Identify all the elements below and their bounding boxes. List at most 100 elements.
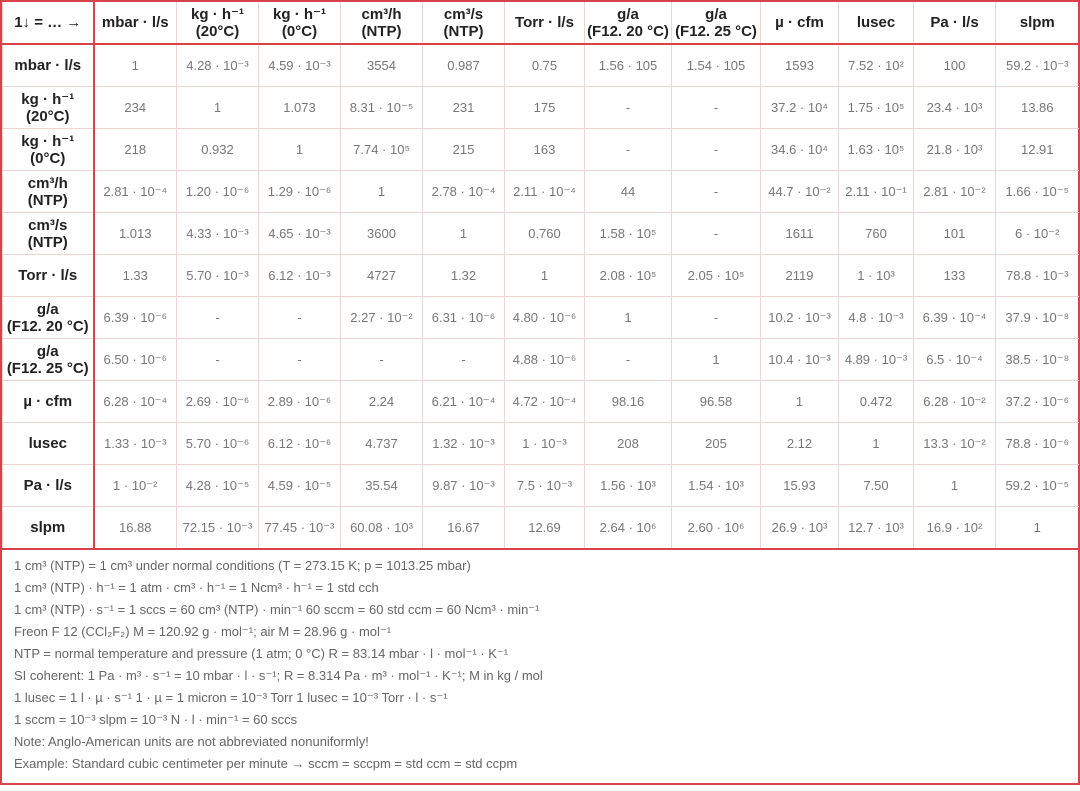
table-row: cm³/s (NTP) 1.013 4.33 · 10⁻³ 4.65 · 10⁻³ 36… — [2, 212, 1079, 255]
table-cell: - — [671, 296, 761, 339]
table-cell: - — [176, 338, 259, 381]
table-cell: 133 — [913, 254, 996, 297]
table-cell: 760 — [838, 212, 914, 255]
table-cell: 2.12 — [760, 422, 839, 465]
table-cell: 23.4 · 10³ — [913, 86, 996, 129]
table-cell: 1 — [504, 254, 585, 297]
table-cell: 78.8 · 10⁻⁶ — [995, 422, 1079, 465]
table-cell: 100 — [913, 44, 996, 87]
footnote-line: 1 cm³ (NTP) · h⁻¹ = 1 atm · cm³ · h⁻¹ = … — [14, 580, 379, 595]
table-row: cm³/h (NTP) 2.81 · 10⁻⁴ 1.20 · 10⁻⁶ 1.29 · … — [2, 170, 1079, 213]
table-cell: 6.12 · 10⁻⁶ — [258, 422, 341, 465]
table-cell: 6.12 · 10⁻³ — [258, 254, 341, 297]
table-cell: 1.32 — [422, 254, 505, 297]
table-row: g/a (F12. 25 °C) 6.50 · 10⁻⁶ - - - -4.88 · 10… — [2, 338, 1079, 381]
table-cell: 2.27 · 10⁻² — [340, 296, 423, 339]
footnote-line: Example: Standard cubic centimeter per m… — [14, 756, 518, 771]
table-cell: 4727 — [340, 254, 423, 297]
table-cell: 98.16 — [584, 380, 672, 423]
table-cell: 4.59 · 10⁻⁵ — [258, 464, 341, 507]
footnote-line: Note: Anglo-American units are not abbre… — [14, 734, 369, 749]
table-cell: 1611 — [760, 212, 839, 255]
table-cell: 6.28 · 10⁻² — [913, 380, 996, 423]
column-header: Torr · l/s — [504, 2, 585, 45]
table-cell: 12.69 — [504, 506, 585, 550]
table-cell: 59.2 · 10⁻³ — [995, 44, 1079, 87]
table-cell: 1.56 · 105 — [584, 44, 672, 87]
table-cell: 21.8 · 10³ — [913, 128, 996, 171]
table-cell: - — [258, 296, 341, 339]
table-cell: 7.5 · 10⁻³ — [504, 464, 585, 507]
table-cell: 6 · 10⁻² — [995, 212, 1079, 255]
column-header: cm³/s (NTP) — [422, 2, 505, 45]
table-cell: 34.6 · 10⁴ — [760, 128, 839, 171]
table-row: kg · h⁻¹ (0°C) 218 0.932 1 7.74 · 10⁵ 215 163-… — [2, 128, 1079, 171]
table-cell: 4.59 · 10⁻³ — [258, 44, 341, 87]
table-cell: 16.67 — [422, 506, 505, 550]
table-cell: 231 — [422, 86, 505, 129]
table-row: kg · h⁻¹ (20°C) 234 1 1.073 8.31 · 10⁻⁵ 231 17… — [2, 86, 1079, 129]
table-cell: 1.56 · 10³ — [584, 464, 672, 507]
table-cell: 1.32 · 10⁻³ — [422, 422, 505, 465]
column-header: slpm — [995, 2, 1079, 45]
table-cell: 13.3 · 10⁻² — [913, 422, 996, 465]
column-header: µ · cfm — [760, 2, 839, 45]
table-cell: 1 — [340, 170, 423, 213]
table-cell: 10.4 · 10⁻³ — [760, 338, 839, 381]
table-cell: 78.8 · 10⁻³ — [995, 254, 1079, 297]
table-cell: 0.987 — [422, 44, 505, 87]
table-cell: 2.11 · 10⁻¹ — [838, 170, 914, 213]
row-header: Torr · l/s — [2, 254, 95, 297]
table-cell: 2.60 · 10⁶ — [671, 506, 761, 550]
table-cell: - — [258, 338, 341, 381]
table-cell: 101 — [913, 212, 996, 255]
table-cell: 4.8 · 10⁻³ — [838, 296, 914, 339]
table-cell: - — [671, 128, 761, 171]
table-row: µ · cfm 6.28 · 10⁻⁴ 2.69 · 10⁻⁶ 2.89 · 10⁻⁶… — [2, 380, 1079, 423]
table-cell: 37.9 · 10⁻⁸ — [995, 296, 1079, 339]
table-cell: 1.63 · 10⁵ — [838, 128, 914, 171]
table-cell: 7.50 — [838, 464, 914, 507]
table-cell: 2.05 · 10⁵ — [671, 254, 761, 297]
table-cell: 0.75 — [504, 44, 585, 87]
column-header: cm³/h (NTP) — [340, 2, 423, 45]
table-cell: 1 — [258, 128, 341, 171]
table-cell: 4.89 · 10⁻³ — [838, 338, 914, 381]
column-header: g/a (F12. 20 °C) — [584, 2, 672, 45]
row-header: µ · cfm — [2, 380, 95, 423]
table-cell: 2.81 · 10⁻⁴ — [93, 170, 177, 213]
table-cell: 1 — [760, 380, 839, 423]
table-cell: 16.88 — [93, 506, 177, 550]
table-cell: 8.31 · 10⁻⁵ — [340, 86, 423, 129]
table-cell: 175 — [504, 86, 585, 129]
footnote-line: SI coherent: 1 Pa · m³ · s⁻¹ = 10 mbar ·… — [14, 668, 543, 683]
table-cell: 1.54 · 10³ — [671, 464, 761, 507]
table-cell: - — [176, 296, 259, 339]
table-cell: - — [340, 338, 423, 381]
table-cell: 1 · 10⁻² — [93, 464, 177, 507]
table-cell: 10.2 · 10⁻³ — [760, 296, 839, 339]
table-row: Pa · l/s 1 · 10⁻² 4.28 · 10⁻⁵ 4.59 · 10⁻⁵ 35… — [2, 464, 1079, 507]
table-cell: 163 — [504, 128, 585, 171]
table-cell: 60.08 · 10³ — [340, 506, 423, 550]
table-cell: 4.33 · 10⁻³ — [176, 212, 259, 255]
table-cell: 72.15 · 10⁻³ — [176, 506, 259, 550]
table-cell: 6.21 · 10⁻⁴ — [422, 380, 505, 423]
table-cell: 2.08 · 10⁵ — [584, 254, 672, 297]
table-cell: 26.9 · 10³ — [760, 506, 839, 550]
table-cell: 15.93 — [760, 464, 839, 507]
table-cell: 6.5 · 10⁻⁴ — [913, 338, 996, 381]
footnote-line: 1 cm³ (NTP) · s⁻¹ = 1 sccs = 60 cm³ (NTP… — [14, 602, 540, 617]
table-cell: 0.472 — [838, 380, 914, 423]
table-cell: 4.80 · 10⁻⁶ — [504, 296, 585, 339]
footnote-line: NTP = normal temperature and pressure (1… — [14, 646, 509, 661]
table-cell: 4.737 — [340, 422, 423, 465]
table-cell: 218 — [93, 128, 177, 171]
table-cell: 205 — [671, 422, 761, 465]
row-header: Pa · l/s — [2, 464, 95, 507]
footnote-line: 1 cm³ (NTP) = 1 cm³ under normal conditi… — [14, 558, 471, 573]
table-cell: 1.66 · 10⁻⁵ — [995, 170, 1079, 213]
table-cell: 38.5 · 10⁻⁸ — [995, 338, 1079, 381]
column-header: mbar · l/s — [93, 2, 177, 45]
table-row: g/a (F12. 20 °C) 6.39 · 10⁻⁶ - -2.27 · 10⁻²… — [2, 296, 1079, 339]
